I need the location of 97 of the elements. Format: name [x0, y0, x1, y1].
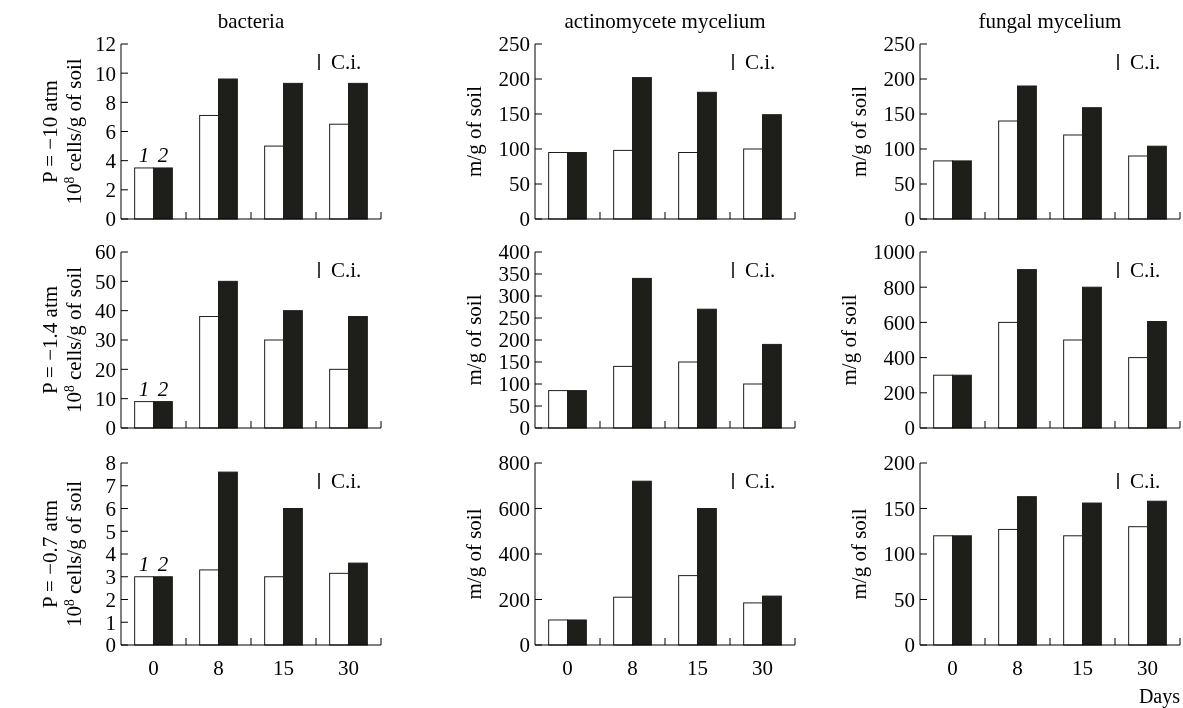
y-tick-label: 100 [498, 137, 530, 162]
y-tick-label: 50 [509, 172, 530, 197]
y-tick-label: 0 [105, 207, 116, 232]
x-tick-label: 15 [687, 656, 708, 680]
series-label: 1 [138, 551, 150, 576]
y-tick-label: 0 [904, 633, 915, 658]
y-tick-label: 200 [883, 381, 915, 406]
y-tick-label: 10 [95, 387, 116, 412]
annotation: C.i. [745, 469, 776, 493]
y-tick-label: 30 [95, 328, 116, 353]
x-tick-label: 0 [947, 656, 958, 680]
y-tick-label: 100 [883, 542, 915, 567]
y-tick-label: 200 [498, 587, 530, 612]
y-tick-label: 10 [95, 61, 116, 86]
series-label: 2 [157, 376, 169, 401]
x-tick-label: 0 [148, 656, 159, 680]
y-tick-label: 200 [883, 67, 915, 92]
y-axis-title: m/g of soil [837, 294, 861, 386]
x-tick-label: 30 [752, 656, 773, 680]
annotation: C.i. [1130, 258, 1161, 282]
y-tick-label: 250 [498, 306, 530, 331]
annotation: C.i. [331, 258, 362, 282]
y-tick-label: 0 [904, 207, 915, 232]
series-label: 2 [157, 551, 169, 576]
y-tick-label: 2 [105, 587, 116, 612]
y-tick-label: 800 [498, 451, 530, 476]
series-label: 1 [138, 142, 150, 167]
y-axis-title: m/g of soil [462, 508, 486, 600]
y-tick-label: 50 [95, 269, 116, 294]
annotation: C.i. [745, 258, 776, 282]
y-tick-label: 50 [894, 172, 915, 197]
y-tick-label: 3 [105, 565, 116, 590]
annotation: C.i. [1130, 469, 1161, 493]
y-tick-label: 100 [883, 137, 915, 162]
x-axis-title: Days [1138, 685, 1181, 708]
y-tick-label: 8 [105, 451, 116, 476]
y-tick-label: 6 [105, 119, 116, 144]
x-tick-label: 8 [1012, 656, 1023, 680]
y-tick-label: 20 [95, 357, 116, 382]
y-axis-title: m/g of soil [847, 85, 871, 178]
y-tick-label: 250 [883, 32, 915, 57]
y-tick-label: 1 [105, 610, 116, 635]
chart-title: fungal mycelium [978, 9, 1122, 33]
annotation: C.i. [331, 50, 362, 74]
y-tick-label: 0 [904, 416, 915, 441]
chart-title: bacteria [217, 9, 285, 33]
x-tick-label: 30 [338, 656, 359, 680]
y-tick-label: 1000 [873, 240, 915, 265]
x-tick-label: 8 [627, 656, 638, 680]
y-axis-title: m/g of soil [847, 508, 871, 600]
y-tick-label: 150 [883, 496, 915, 521]
y-tick-label: 0 [519, 207, 530, 232]
y-tick-label: 600 [498, 496, 530, 521]
y-tick-label: 150 [498, 350, 530, 375]
y-tick-label: 6 [105, 496, 116, 521]
y-tick-label: 12 [95, 32, 116, 57]
y-tick-label: 250 [498, 32, 530, 57]
y-tick-label: 0 [519, 633, 530, 658]
y-tick-label: 50 [509, 394, 530, 419]
y-axis-title: m/g of soil [462, 85, 486, 178]
y-tick-label: 400 [498, 542, 530, 567]
y-tick-label: 150 [498, 102, 530, 127]
x-tick-label: 15 [273, 656, 294, 680]
y-tick-label: 2 [105, 178, 116, 203]
y-tick-label: 4 [105, 542, 117, 567]
series-label: 2 [157, 142, 169, 167]
y-tick-label: 0 [105, 416, 116, 441]
annotation: C.i. [1130, 50, 1161, 74]
y-tick-label: 0 [105, 633, 116, 658]
y-tick-label: 8 [105, 90, 116, 115]
y-tick-label: 400 [883, 345, 915, 370]
x-tick-label: 30 [1137, 656, 1158, 680]
x-tick-label: 0 [562, 656, 573, 680]
y-tick-label: 350 [498, 262, 530, 287]
y-tick-label: 800 [883, 275, 915, 300]
y-tick-label: 7 [105, 474, 116, 499]
y-tick-label: 5 [105, 519, 116, 544]
y-tick-label: 200 [498, 328, 530, 353]
y-tick-label: 600 [883, 310, 915, 335]
y-tick-label: 200 [883, 451, 915, 476]
series-label: 1 [138, 376, 150, 401]
y-tick-label: 150 [883, 102, 915, 127]
annotation: C.i. [331, 469, 362, 493]
y-tick-label: 400 [498, 240, 530, 265]
x-tick-label: 15 [1072, 656, 1093, 680]
y-tick-label: 60 [95, 240, 116, 265]
y-tick-label: 4 [105, 149, 117, 174]
y-tick-label: 50 [894, 587, 915, 612]
y-tick-label: 100 [498, 372, 530, 397]
chart-title: actinomycete mycelium [564, 9, 766, 33]
y-tick-label: 40 [95, 299, 116, 324]
annotation: C.i. [745, 50, 776, 74]
y-tick-label: 0 [519, 416, 530, 441]
y-axis-title: m/g of soil [462, 294, 486, 386]
y-tick-label: 300 [498, 284, 530, 309]
y-tick-label: 200 [498, 67, 530, 92]
x-tick-label: 8 [213, 656, 224, 680]
